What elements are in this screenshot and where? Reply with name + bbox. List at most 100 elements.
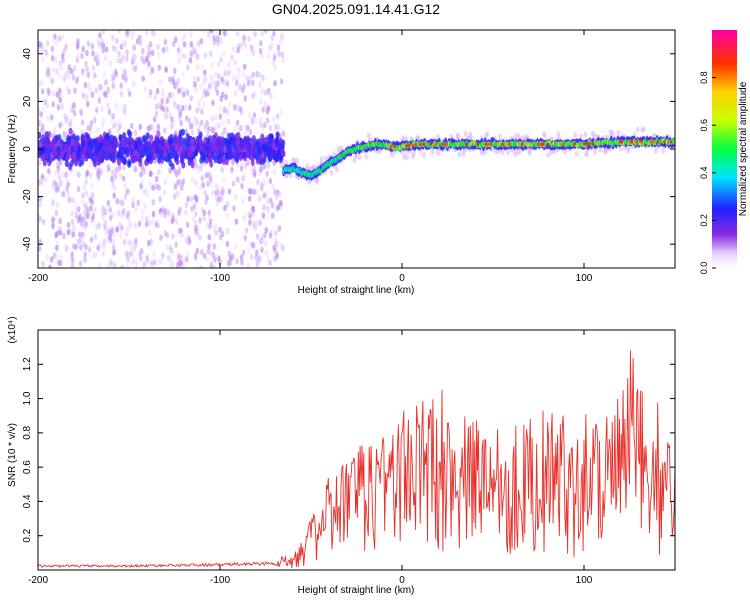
noise-point — [70, 263, 75, 268]
noise-point — [182, 263, 186, 268]
noise-point — [51, 183, 56, 190]
noise-point — [130, 259, 134, 267]
noise-point — [86, 71, 91, 79]
noise-point — [38, 119, 42, 127]
noise-point — [268, 177, 273, 185]
snr-frame — [37, 329, 676, 571]
noise-point — [231, 159, 235, 166]
noise-point — [274, 193, 279, 200]
noise-point — [198, 217, 202, 224]
noise-point — [108, 60, 113, 67]
noise-point — [38, 195, 42, 203]
noise-point — [197, 121, 202, 129]
noise-point — [117, 50, 121, 58]
track-halo — [546, 152, 551, 159]
noise-point — [202, 215, 206, 222]
noise-point — [200, 108, 204, 115]
noise-point — [97, 262, 102, 268]
noise-point — [72, 225, 76, 232]
noise-point — [185, 255, 189, 263]
noise-point — [258, 219, 263, 227]
noise-point — [152, 116, 157, 123]
noise-point — [39, 126, 44, 134]
band-point — [156, 130, 161, 138]
noise-point — [57, 72, 62, 79]
noise-point — [261, 212, 266, 219]
band-point — [42, 159, 47, 167]
noise-point — [104, 46, 109, 53]
noise-point — [141, 47, 145, 55]
noise-point — [212, 243, 217, 250]
noise-point — [200, 175, 204, 182]
noise-point — [152, 250, 157, 258]
noise-point — [195, 64, 200, 71]
snr-series-line — [38, 350, 675, 569]
noise-point — [207, 82, 212, 90]
noise-point — [91, 64, 96, 72]
noise-point — [45, 40, 50, 47]
x-tick-label: -100 — [210, 575, 230, 586]
band-point — [38, 131, 42, 139]
noise-point — [218, 105, 223, 112]
noise-point — [68, 118, 73, 126]
noise-point — [203, 189, 207, 197]
noise-point — [75, 205, 80, 212]
colorbar: 0.0 0.2 0.4 0.6 0.8 Normalized spectral ampl… — [699, 30, 749, 274]
noise-point — [76, 42, 80, 49]
noise-point — [119, 82, 124, 89]
track-halo — [310, 164, 315, 171]
band-point — [190, 161, 195, 169]
noise-point — [84, 179, 88, 186]
band-point — [171, 137, 176, 145]
noise-point — [73, 64, 77, 72]
noise-point — [268, 259, 272, 267]
noise-point — [253, 220, 257, 227]
noise-point — [184, 128, 188, 136]
noise-point — [165, 106, 169, 113]
noise-point — [70, 218, 75, 226]
band-point — [113, 149, 118, 157]
noise-point — [260, 30, 264, 37]
noise-point — [139, 171, 143, 178]
noise-point — [266, 205, 270, 213]
noise-point — [153, 124, 158, 132]
noise-point — [159, 234, 163, 241]
noise-point — [250, 168, 255, 175]
noise-point — [38, 201, 43, 208]
noise-point — [195, 230, 200, 237]
x-tick-label: -100 — [210, 273, 230, 284]
noise-point — [279, 109, 283, 116]
noise-point — [277, 225, 282, 232]
band-point — [167, 153, 172, 161]
noise-point — [80, 70, 85, 78]
noise-point — [247, 111, 252, 118]
snr-x-label: Height of straight line (km) — [298, 585, 415, 596]
band-point — [235, 138, 240, 146]
band-point — [261, 143, 266, 151]
noise-point — [144, 215, 149, 223]
noise-point — [157, 64, 162, 71]
noise-point — [252, 112, 257, 119]
band-point — [199, 143, 204, 151]
noise-point — [80, 52, 84, 60]
noise-point — [276, 124, 281, 132]
noise-point — [110, 169, 115, 176]
noise-point — [64, 171, 68, 179]
noise-point — [173, 183, 178, 190]
noise-point — [74, 212, 79, 220]
noise-point — [161, 252, 165, 259]
noise-point — [180, 232, 184, 239]
noise-point — [170, 92, 175, 99]
noise-point — [106, 228, 111, 235]
noise-point — [222, 50, 226, 57]
noise-point — [78, 260, 83, 267]
snr-y-scale-label: (x10⁴) — [7, 316, 18, 343]
noise-point — [50, 45, 55, 53]
noise-point — [95, 60, 100, 67]
track-halo — [584, 151, 589, 158]
noise-point — [156, 101, 161, 109]
noise-point — [65, 186, 69, 193]
noise-point — [51, 90, 56, 97]
noise-point — [45, 115, 50, 122]
noise-point — [74, 78, 79, 85]
